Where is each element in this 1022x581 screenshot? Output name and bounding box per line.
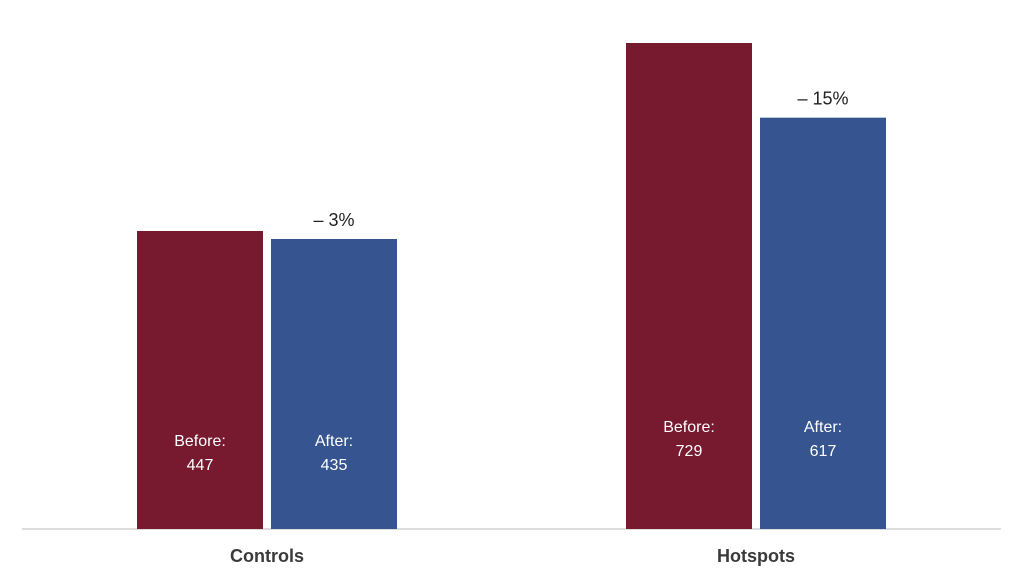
bar-value-label: 729	[676, 443, 703, 460]
bar-controls-after	[271, 239, 397, 529]
bar-label-prefix: After:	[804, 419, 842, 436]
bar-hotspots-after	[760, 117, 886, 530]
bar-hotspots-before	[626, 43, 752, 529]
bar-value-label: 435	[321, 457, 348, 474]
bar-label-prefix: Before:	[174, 433, 226, 450]
bar-label-prefix: After:	[315, 433, 353, 450]
bar-value-label: 617	[810, 443, 837, 460]
percent-change-label: – 15%	[797, 89, 848, 109]
bars-group	[137, 43, 886, 530]
category-label: Hotspots	[717, 546, 795, 566]
category-label: Controls	[230, 546, 304, 566]
percent-change-label: – 3%	[313, 210, 354, 230]
bar-label-prefix: Before:	[663, 419, 715, 436]
bar-value-label: 447	[187, 457, 214, 474]
labels-group: Before: 447 After: 435 – 3% Controls Before: 72…	[174, 89, 848, 566]
bar-controls-before	[137, 231, 263, 529]
